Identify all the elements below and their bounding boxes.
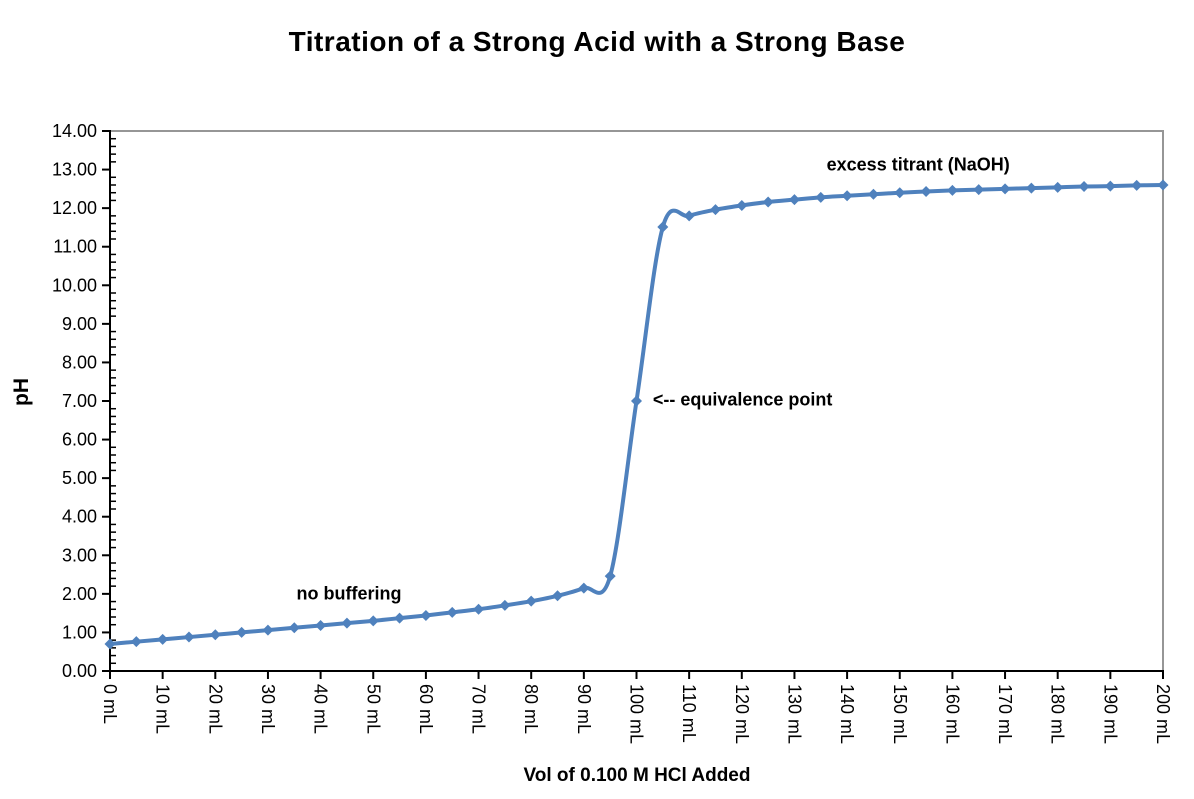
data-point-marker bbox=[1131, 179, 1143, 191]
data-point-marker bbox=[1157, 179, 1169, 191]
data-point-marker bbox=[315, 619, 327, 631]
y-tick-label: 12.00 bbox=[52, 198, 97, 218]
y-tick-label: 11.00 bbox=[53, 237, 97, 257]
y-tick-label: 1.00 bbox=[62, 622, 97, 642]
data-point-marker bbox=[130, 636, 142, 648]
data-point-marker bbox=[446, 606, 458, 618]
plot-border bbox=[109, 130, 1164, 671]
y-tick-label: 8.00 bbox=[62, 352, 97, 372]
x-tick-label: 30 mL bbox=[258, 684, 278, 734]
data-point-marker bbox=[209, 629, 221, 641]
x-axis-ticks: 0 mL 10 mL 20 mL 30 mL 40 mL 50 mL 60 mL 70 mL 8… bbox=[100, 671, 1173, 744]
data-point-marker bbox=[157, 633, 169, 645]
data-point-marker bbox=[762, 196, 774, 208]
x-tick-label: 180 mL bbox=[1048, 684, 1068, 744]
y-tick-label: 10.00 bbox=[52, 275, 97, 295]
data-point-marker bbox=[104, 638, 116, 650]
x-tick-label: 120 mL bbox=[732, 684, 752, 744]
data-point-marker bbox=[499, 599, 511, 611]
axes bbox=[109, 130, 1164, 672]
data-point-marker bbox=[631, 395, 642, 407]
x-tick-label: 70 mL bbox=[469, 684, 489, 734]
y-tick-label: 6.00 bbox=[62, 430, 97, 450]
annotation-equivalence-point: <-- equivalence point bbox=[652, 389, 833, 410]
x-tick-label: 110 mL bbox=[679, 684, 699, 743]
y-axis-ticks: 0.00 1.00 2.00 3.00 4.00 5.00 6.00 7.00 8.00 9.00… bbox=[52, 121, 111, 681]
data-point-marker bbox=[788, 194, 800, 206]
y-tick-label: 7.00 bbox=[62, 391, 97, 411]
data-point-marker bbox=[262, 624, 274, 636]
y-tick-label: 2.00 bbox=[62, 584, 97, 604]
data-point-marker bbox=[867, 188, 879, 200]
series-markers bbox=[104, 179, 1169, 650]
data-point-marker bbox=[1052, 181, 1064, 193]
y-tick-label: 13.00 bbox=[52, 160, 97, 180]
data-point-marker bbox=[525, 595, 537, 607]
y-tick-label: 14.00 bbox=[52, 121, 97, 141]
data-point-marker bbox=[683, 210, 695, 222]
data-point-marker bbox=[578, 582, 590, 594]
y-tick-label: 9.00 bbox=[62, 314, 97, 334]
x-tick-label: 10 mL bbox=[153, 684, 173, 734]
data-point-marker bbox=[657, 221, 669, 233]
x-tick-label: 130 mL bbox=[784, 684, 804, 744]
data-point-marker bbox=[183, 631, 195, 643]
data-point-marker bbox=[288, 622, 300, 634]
x-tick-label: 140 mL bbox=[837, 684, 857, 744]
x-tick-label: 200 mL bbox=[1153, 684, 1173, 744]
chart-title: Titration of a Strong Acid with a Strong… bbox=[288, 26, 906, 57]
annotation-no-buffering: no buffering bbox=[296, 583, 402, 604]
data-point-marker bbox=[473, 603, 485, 615]
x-tick-label: 40 mL bbox=[311, 684, 331, 734]
annotation-excess-titrant: excess titrant (NaOH) bbox=[826, 154, 1010, 175]
y-tick-label: 4.00 bbox=[62, 507, 97, 527]
data-point-marker bbox=[1025, 182, 1037, 194]
x-tick-label: 0 mL bbox=[100, 684, 120, 724]
data-point-marker bbox=[236, 626, 248, 638]
data-point-marker bbox=[341, 617, 353, 629]
x-tick-label: 150 mL bbox=[890, 684, 910, 744]
data-point-marker bbox=[552, 590, 564, 602]
data-point-marker bbox=[841, 190, 853, 202]
x-tick-label: 170 mL bbox=[995, 684, 1015, 744]
x-tick-label: 80 mL bbox=[521, 684, 541, 734]
data-point-marker bbox=[815, 191, 827, 203]
data-point-marker bbox=[394, 612, 406, 624]
data-point-marker bbox=[1078, 181, 1090, 193]
x-tick-label: 20 mL bbox=[205, 684, 225, 734]
data-point-marker bbox=[973, 184, 985, 196]
x-tick-label: 190 mL bbox=[1100, 684, 1120, 744]
x-tick-label: 100 mL bbox=[627, 684, 647, 744]
data-point-marker bbox=[999, 183, 1011, 195]
series-line bbox=[108, 183, 1165, 646]
data-point-marker bbox=[420, 609, 432, 621]
data-point-marker bbox=[367, 615, 379, 627]
data-point-marker bbox=[894, 187, 906, 199]
data-point-marker bbox=[920, 186, 932, 198]
x-tick-label: 90 mL bbox=[574, 684, 594, 734]
data-point-marker bbox=[709, 204, 721, 216]
data-point-marker bbox=[604, 570, 616, 582]
x-tick-label: 160 mL bbox=[942, 684, 962, 744]
x-axis-title: Vol of 0.100 M HCl Added bbox=[523, 765, 751, 786]
y-tick-label: 5.00 bbox=[62, 468, 97, 488]
data-point-marker bbox=[736, 199, 748, 211]
data-point-marker bbox=[1104, 180, 1116, 192]
y-tick-label: 3.00 bbox=[62, 545, 97, 565]
y-tick-label: 0.00 bbox=[62, 661, 97, 681]
data-point-marker bbox=[946, 184, 958, 196]
x-tick-label: 50 mL bbox=[363, 684, 383, 734]
x-tick-label: 60 mL bbox=[416, 684, 436, 734]
